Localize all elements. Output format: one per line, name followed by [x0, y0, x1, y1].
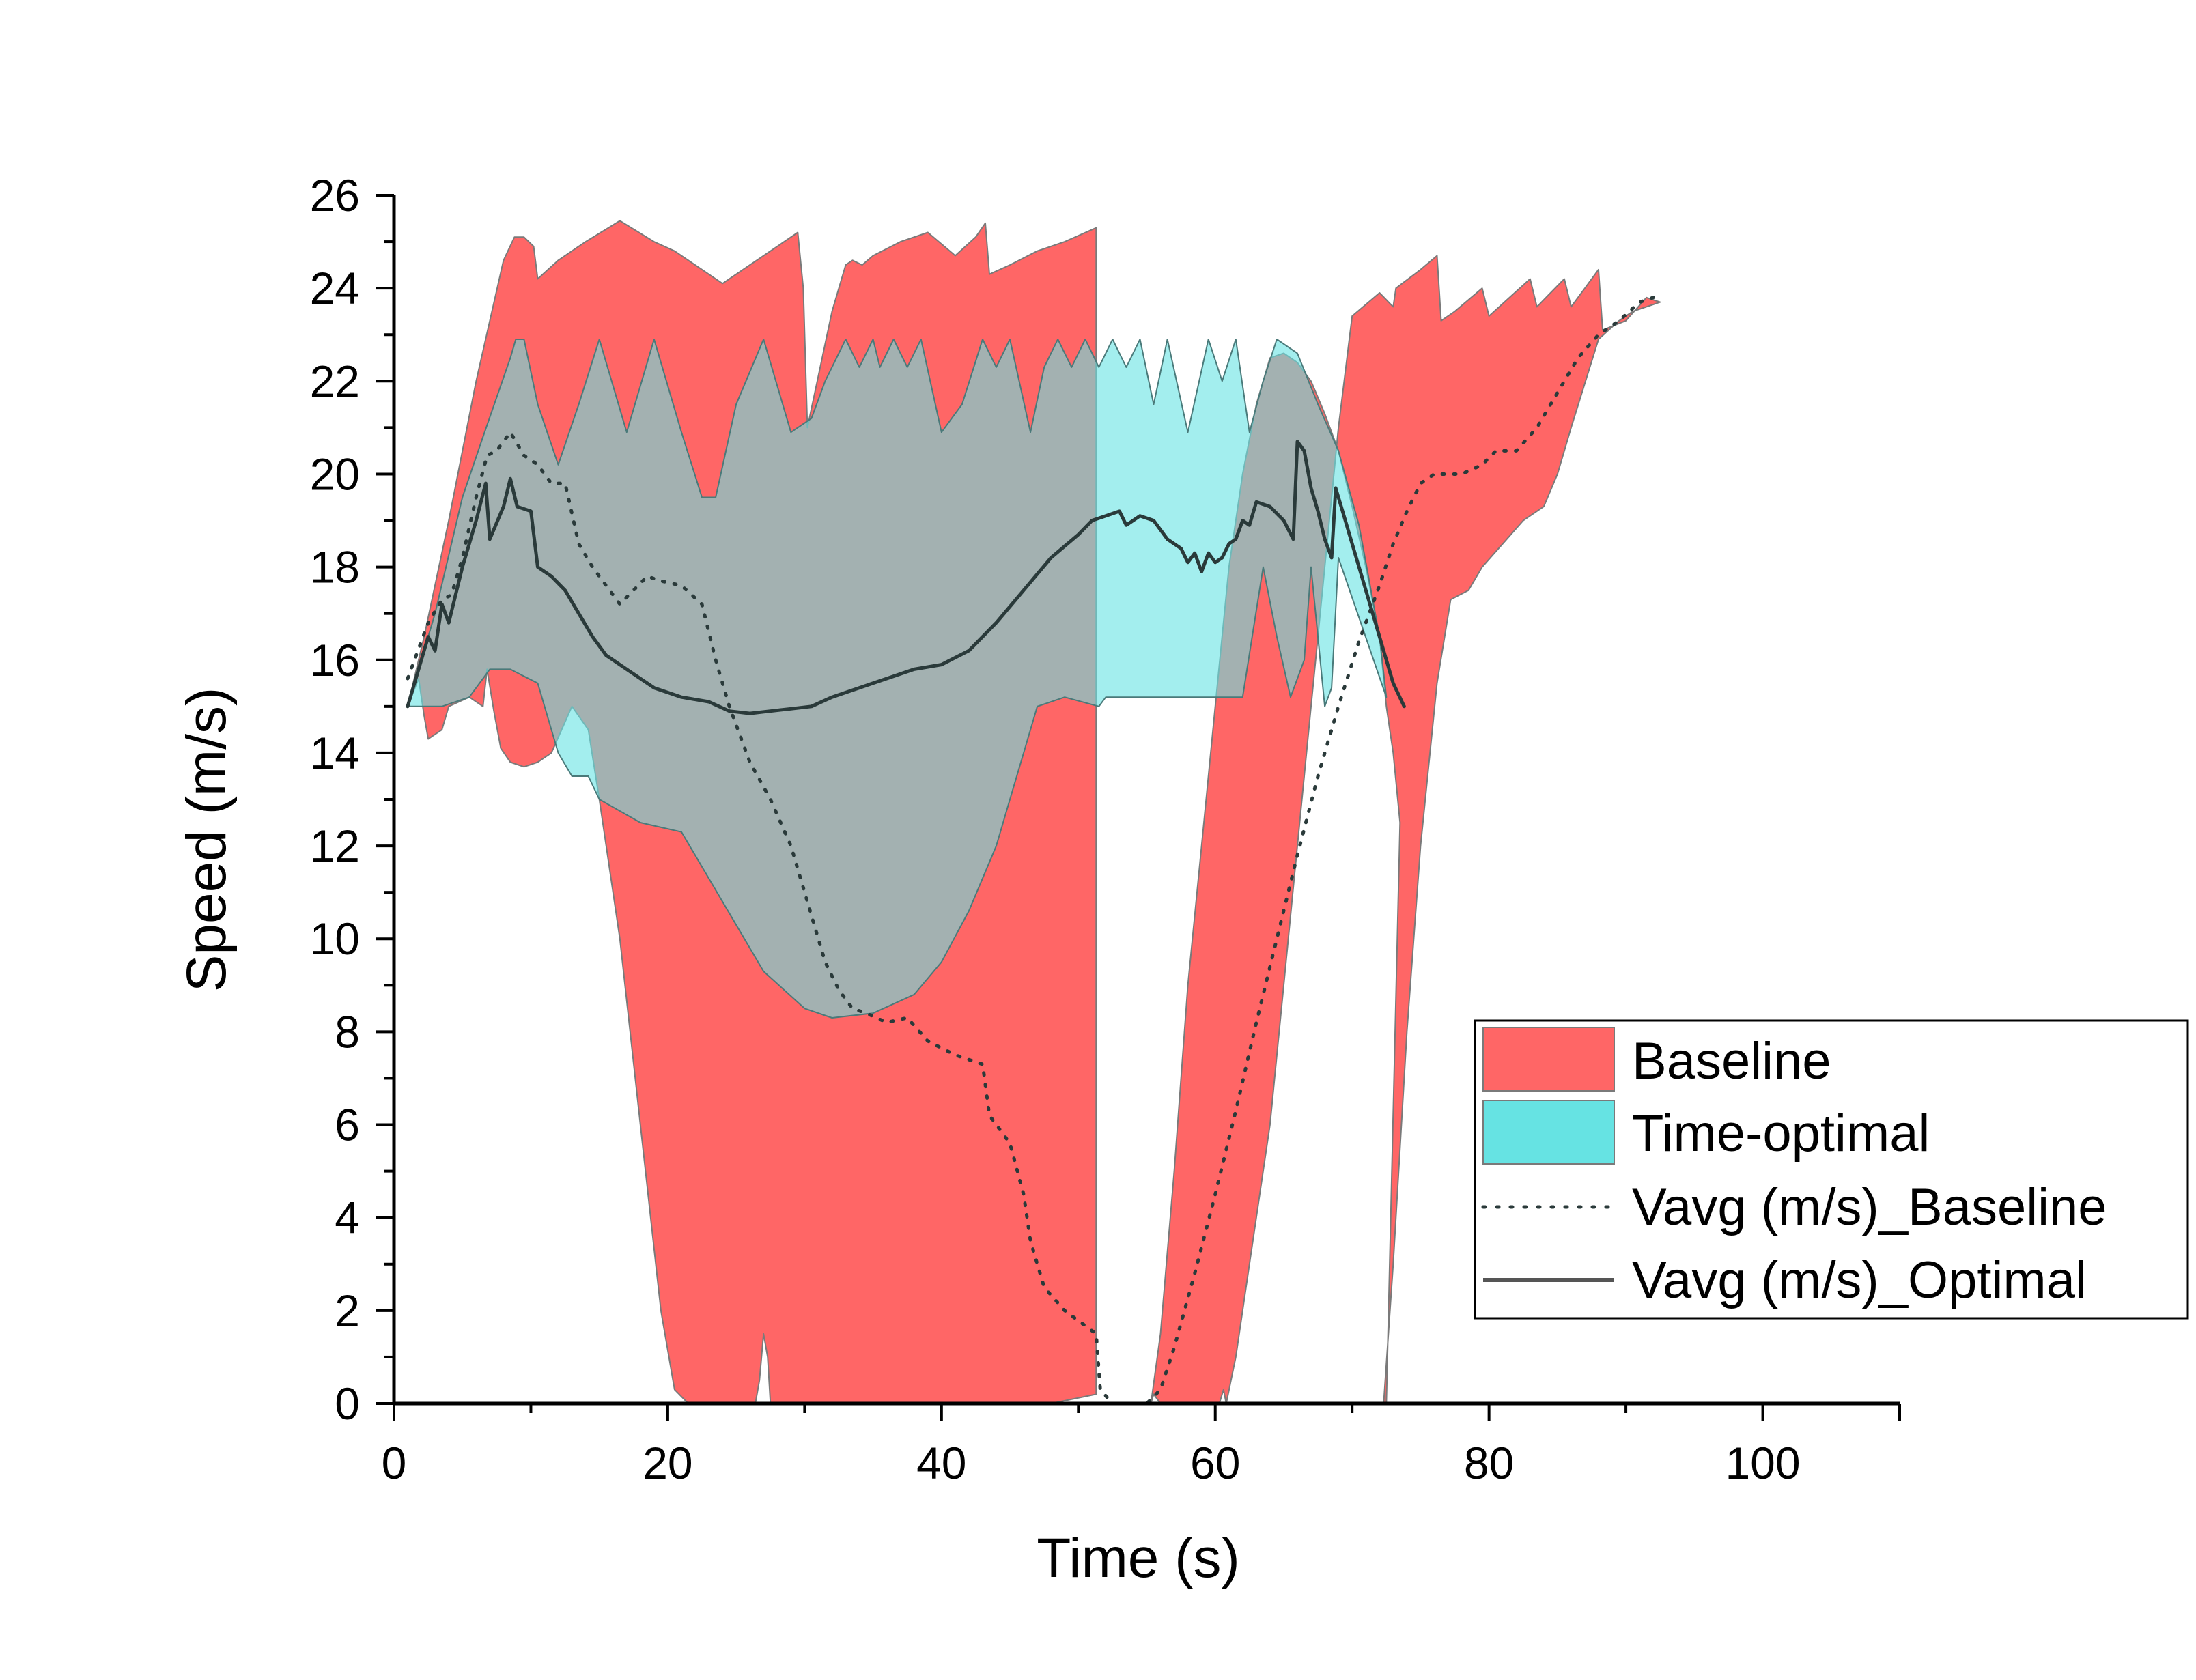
- y-tick-label: 2: [335, 1285, 360, 1336]
- plot-area: [406, 220, 1661, 1406]
- y-axis-title: Speed (m/s): [175, 687, 238, 993]
- y-tick-label: 12: [310, 821, 360, 871]
- time-optimal-band-group: [407, 339, 1388, 1019]
- x-axis-ticks: 0 20 40 60 80 100: [382, 1404, 1901, 1488]
- legend-label-vavg-optimal: Vavg (m/s)_Optimal: [1632, 1251, 2087, 1309]
- legend: Baseline Time-optimal Vavg (m/s)_Baselin…: [1474, 1019, 2189, 1320]
- y-tick-label: 14: [310, 728, 360, 778]
- legend-label-vavg-baseline: Vavg (m/s)_Baseline: [1632, 1178, 2107, 1236]
- time-optimal-band-0: [407, 339, 1388, 1019]
- legend-swatch-baseline: [1482, 1027, 1615, 1092]
- y-tick-label: 18: [310, 542, 360, 593]
- legend-swatch-time-optimal: [1482, 1100, 1615, 1165]
- x-tick-label: 0: [382, 1438, 407, 1488]
- y-tick-label: 22: [310, 356, 360, 406]
- x-tick-label: 60: [1190, 1438, 1240, 1488]
- y-tick-label: 26: [310, 170, 360, 220]
- legend-label-time-optimal: Time-optimal: [1632, 1105, 1930, 1163]
- x-tick-label: 20: [643, 1438, 692, 1488]
- y-tick-label: 0: [335, 1378, 360, 1429]
- x-tick-label: 40: [916, 1438, 966, 1488]
- vavg-baseline-line: [406, 296, 1655, 1406]
- legend-label-baseline: Baseline: [1632, 1032, 1831, 1090]
- average-line-group: [406, 296, 1655, 1406]
- y-tick-label: 20: [310, 449, 360, 499]
- y-tick-label: 10: [310, 913, 360, 964]
- y-tick-label: 8: [335, 1006, 360, 1057]
- vavg-optimal-line: [406, 440, 1406, 715]
- y-tick-label: 4: [335, 1193, 360, 1243]
- x-tick-label: 100: [1725, 1438, 1800, 1488]
- x-axis-title: Time (s): [1037, 1527, 1240, 1589]
- x-tick-label: 80: [1464, 1438, 1514, 1488]
- y-tick-label: 16: [310, 635, 360, 685]
- y-tick-label: 24: [310, 263, 360, 313]
- y-tick-label: 6: [335, 1100, 360, 1150]
